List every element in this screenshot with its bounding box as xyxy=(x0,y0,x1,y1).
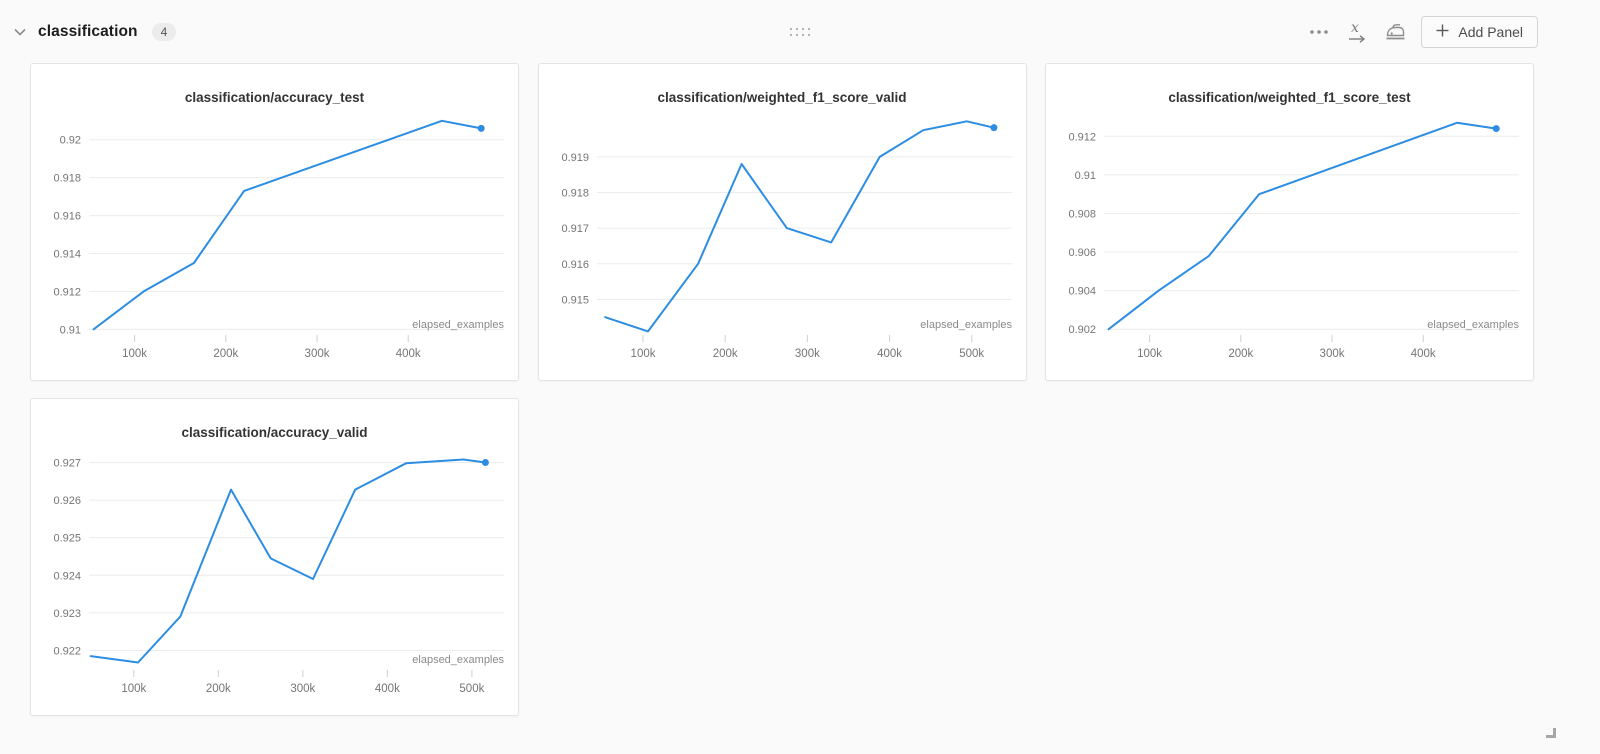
svg-text:100k: 100k xyxy=(121,683,146,695)
svg-text:200k: 200k xyxy=(206,683,231,695)
svg-text:elapsed_examples: elapsed_examples xyxy=(412,319,504,331)
svg-text:0.92: 0.92 xyxy=(60,135,81,147)
line-chart: 0.902 0.904 0.906 0.908 0.91 0.912 100k 200k 300… xyxy=(1068,121,1519,360)
svg-text:elapsed_examples: elapsed_examples xyxy=(412,654,504,666)
svg-text:100k: 100k xyxy=(122,348,147,360)
chart-title: classification/accuracy_test xyxy=(184,90,365,105)
svg-text:0.908: 0.908 xyxy=(1068,208,1096,220)
svg-text:0.902: 0.902 xyxy=(1068,324,1096,336)
chart-panel[interactable]: classification/weighted_f1_score_valid 0… xyxy=(537,63,1027,381)
svg-text:0.927: 0.927 xyxy=(53,458,81,470)
svg-text:0.915: 0.915 xyxy=(561,294,589,306)
line-chart: 0.915 0.916 0.917 0.918 0.919 100k 200k 300k 400… xyxy=(561,120,1012,360)
chart-title: classification/accuracy_valid xyxy=(181,425,368,440)
svg-text:200k: 200k xyxy=(213,348,238,360)
svg-text:0.912: 0.912 xyxy=(53,286,81,298)
iron-panel-settings-button[interactable] xyxy=(1383,19,1407,45)
chart-title: classification/weighted_f1_score_valid xyxy=(657,90,907,105)
svg-text:0.916: 0.916 xyxy=(53,211,81,223)
svg-text:0.926: 0.926 xyxy=(53,495,81,507)
svg-text:0.91: 0.91 xyxy=(1075,170,1096,182)
svg-text:0.918: 0.918 xyxy=(53,173,81,185)
svg-text:0.91: 0.91 xyxy=(60,324,81,336)
add-panel-button[interactable]: Add Panel xyxy=(1421,15,1538,48)
svg-text:300k: 300k xyxy=(1320,348,1345,360)
svg-text:elapsed_examples: elapsed_examples xyxy=(920,319,1012,331)
line-chart: 0.91 0.912 0.914 0.916 0.918 0.92 100k 200k 300k… xyxy=(53,119,504,360)
svg-text:elapsed_examples: elapsed_examples xyxy=(1427,319,1519,331)
svg-text:0.914: 0.914 xyxy=(53,248,81,260)
resize-corner-icon[interactable] xyxy=(1546,728,1556,738)
svg-text:0.917: 0.917 xyxy=(561,223,589,235)
svg-text:0.916: 0.916 xyxy=(561,259,589,271)
svg-text:400k: 400k xyxy=(375,683,400,695)
svg-text:400k: 400k xyxy=(396,348,421,360)
svg-text:300k: 300k xyxy=(794,348,819,360)
svg-text:0.924: 0.924 xyxy=(53,570,81,582)
svg-text:0.918: 0.918 xyxy=(561,188,589,200)
svg-text:0.922: 0.922 xyxy=(53,645,81,657)
add-panel-label: Add Panel xyxy=(1458,23,1523,40)
section-title: classification xyxy=(38,22,138,40)
svg-text:0.906: 0.906 xyxy=(1068,247,1096,259)
svg-text:x: x xyxy=(1351,20,1359,36)
x-axis-button[interactable]: x xyxy=(1345,19,1369,45)
svg-text:100k: 100k xyxy=(1137,348,1162,360)
svg-text:0.912: 0.912 xyxy=(1068,131,1096,143)
svg-text:200k: 200k xyxy=(1228,348,1253,360)
section-header: classification 4 x xyxy=(0,0,1600,63)
drag-handle-icon[interactable] xyxy=(790,28,810,36)
svg-text:500k: 500k xyxy=(459,683,484,695)
svg-text:300k: 300k xyxy=(305,348,330,360)
svg-text:0.925: 0.925 xyxy=(53,533,81,545)
line-chart: 0.922 0.923 0.924 0.925 0.926 0.927 100k 200k 30… xyxy=(53,458,504,695)
svg-text:200k: 200k xyxy=(712,348,737,360)
panel-grid: classification/accuracy_test 0.91 0.912 0.… xyxy=(30,63,1600,716)
chart-title: classification/weighted_f1_score_test xyxy=(1168,90,1411,105)
svg-text:400k: 400k xyxy=(877,348,902,360)
panel-count-badge: 4 xyxy=(151,22,177,41)
plus-icon xyxy=(1436,24,1449,40)
chevron-down-icon[interactable] xyxy=(10,22,30,42)
svg-text:100k: 100k xyxy=(630,348,655,360)
chart-panel[interactable]: classification/accuracy_valid 0.922 0.923… xyxy=(30,398,519,716)
chart-panel[interactable]: classification/accuracy_test 0.91 0.912 0.… xyxy=(30,63,519,381)
svg-text:300k: 300k xyxy=(290,683,315,695)
svg-text:0.904: 0.904 xyxy=(1068,286,1096,298)
svg-text:500k: 500k xyxy=(959,348,984,360)
svg-text:0.919: 0.919 xyxy=(561,152,589,164)
svg-text:0.923: 0.923 xyxy=(53,608,81,620)
chart-panel[interactable]: classification/weighted_f1_score_test 0.… xyxy=(1045,63,1534,381)
svg-text:400k: 400k xyxy=(1411,348,1436,360)
ellipsis-menu-button[interactable] xyxy=(1307,19,1331,45)
